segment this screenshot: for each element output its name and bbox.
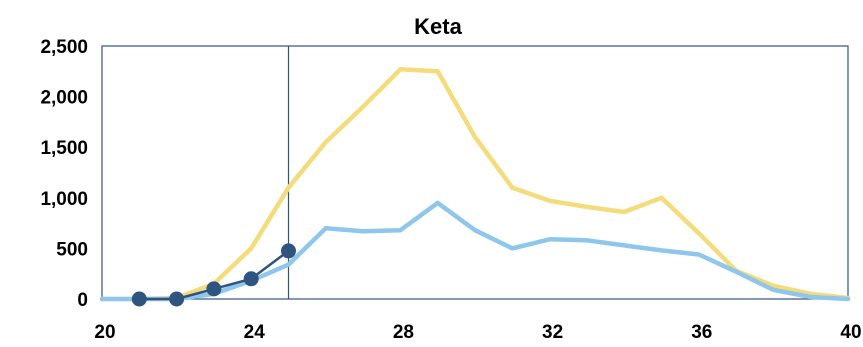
series-3-point	[206, 281, 222, 297]
y-tick-label: 0	[77, 290, 88, 311]
series-3-point	[131, 291, 147, 307]
x-tick-label: 36	[691, 322, 712, 343]
series-2-line	[99, 200, 851, 302]
plot-border	[101, 45, 849, 300]
series-3-point	[243, 271, 259, 287]
series-1-line	[99, 67, 851, 302]
plot-area	[101, 45, 849, 300]
series-3-point	[281, 243, 296, 259]
y-tick-label: 2,500	[40, 37, 88, 58]
y-axis-ticks: 0 500 1,000 1,500 2,000 2,500	[40, 37, 88, 311]
x-tick-label: 28	[393, 322, 414, 343]
x-tick-label: 40	[840, 322, 861, 343]
series-3-point	[169, 291, 185, 307]
y-tick-label: 500	[56, 239, 88, 260]
y-tick-label: 2,000	[40, 88, 88, 109]
series-layer	[99, 67, 851, 307]
x-tick-label: 20	[94, 322, 115, 343]
y-tick-label: 1,000	[40, 189, 88, 210]
x-axis-ticks: 20 24 28 32 36 40	[94, 322, 861, 343]
x-tick-label: 24	[244, 322, 266, 343]
x-tick-label: 32	[542, 322, 563, 343]
chart-title: Keta	[414, 14, 462, 39]
y-tick-label: 1,500	[40, 138, 88, 159]
